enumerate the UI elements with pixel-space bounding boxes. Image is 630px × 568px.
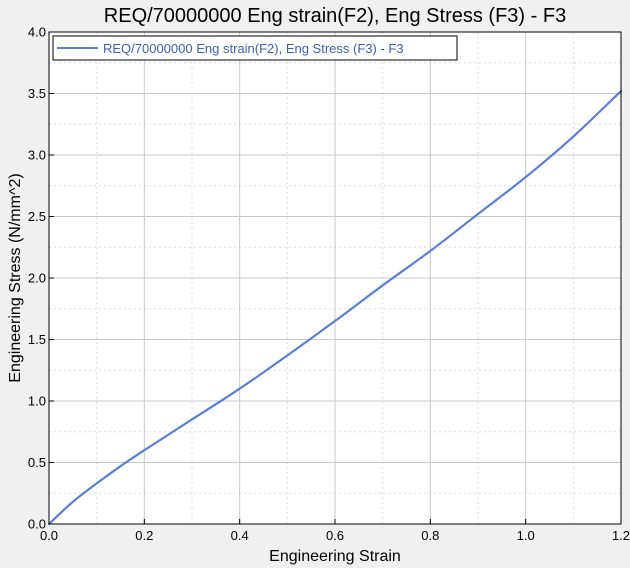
y-tick-label: 0.0 (28, 517, 46, 532)
x-tick-label: 0.4 (231, 528, 249, 543)
y-tick-label: 2.0 (28, 271, 46, 286)
legend: REQ/70000000 Eng strain(F2), Eng Stress … (52, 35, 458, 61)
y-tick-label: 1.0 (28, 394, 46, 409)
x-tick-label: 0.0 (40, 528, 58, 543)
y-axis-ticks: 0.0 0.5 1.0 1.5 2.0 2.5 3.0 3.5 4.0 (28, 25, 54, 532)
x-tick-label: 0.2 (135, 528, 153, 543)
x-axis-ticks: 0.0 0.2 0.4 0.6 0.8 1.0 1.2 (40, 519, 630, 543)
x-tick-label: 1.2 (612, 528, 630, 543)
y-tick-label: 0.5 (28, 455, 46, 470)
y-axis-label: Engineering Stress (N/mm^2) (7, 173, 24, 382)
series-layer (47, 89, 623, 526)
x-axis-label: Engineering Strain (269, 548, 401, 565)
y-tick-label: 1.5 (28, 332, 46, 347)
y-tick-label: 4.0 (28, 25, 46, 40)
series-line-0 (47, 89, 623, 526)
x-tick-label: 1.0 (517, 528, 535, 543)
chart-title: REQ/70000000 Eng strain(F2), Eng Stress … (104, 5, 566, 27)
x-tick-label: 0.8 (421, 528, 439, 543)
y-tick-label: 3.0 (28, 148, 46, 163)
y-tick-label: 3.5 (28, 86, 46, 101)
legend-box (52, 35, 458, 61)
x-tick-label: 0.6 (326, 528, 344, 543)
y-tick-label: 2.5 (28, 209, 46, 224)
major-grid (49, 32, 621, 524)
legend-entry-label: REQ/70000000 Eng strain(F2), Eng Stress … (103, 41, 404, 56)
